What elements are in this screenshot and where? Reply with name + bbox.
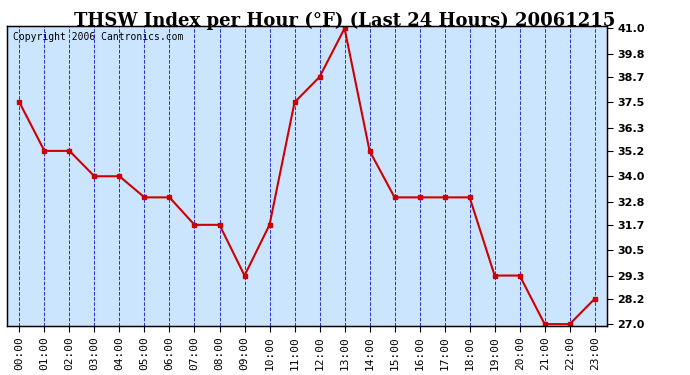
Text: THSW Index per Hour (°F) (Last 24 Hours) 20061215: THSW Index per Hour (°F) (Last 24 Hours)… [75,11,615,30]
Text: Copyright 2006 Cantronics.com: Copyright 2006 Cantronics.com [13,32,184,42]
